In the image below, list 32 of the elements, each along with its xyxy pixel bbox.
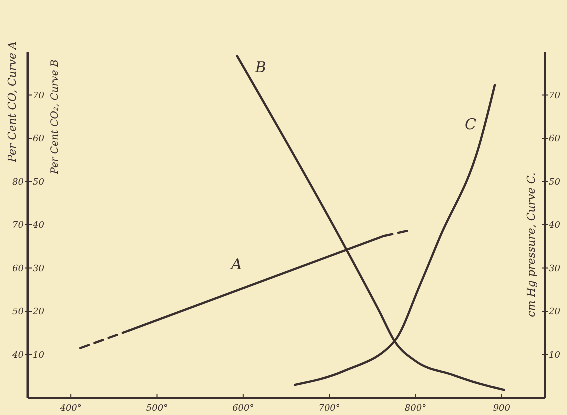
y-axis-title: Per Cent CO₂, Curve B [50, 60, 61, 176]
y2-tick-label: 50 [549, 178, 561, 188]
y2-axis-title: cm Hg pressure, Curve C. [525, 172, 538, 318]
line-series [294, 84, 496, 386]
y-tick-label: 40 [32, 221, 45, 231]
series-label: B [254, 58, 266, 76]
y3-tick-label: 70 [12, 221, 24, 231]
y3-axis-title: Per Cent CO, Curve A [6, 42, 19, 164]
x-tick-label: 500° [146, 404, 168, 414]
y2-tick-label: 20 [548, 308, 561, 318]
x-tick-label: 900 [493, 404, 511, 414]
y-tick-label: 60 [33, 134, 45, 144]
y-tick-label: 10 [33, 350, 45, 361]
y3-tick-label: 40 [12, 350, 24, 361]
x-tick-label: 700° [318, 404, 340, 414]
x-tick-label: 400° [59, 404, 82, 414]
y3-tick-label: 50 [12, 308, 24, 318]
y3-tick-label: 60 [12, 264, 24, 274]
y2-tick-label: 70 [549, 91, 561, 102]
y-tick-label: 70 [33, 91, 45, 102]
x-tick-label: 600° [232, 404, 254, 414]
y2-tick-label: 60 [549, 134, 561, 144]
y-tick-label: 20 [32, 308, 45, 318]
y2-tick-label: 30 [549, 264, 561, 274]
series-label: C [465, 115, 478, 134]
y2-tick-label: 40 [548, 221, 561, 231]
y3-tick-label: 80 [12, 178, 24, 188]
y2-tick-label: 10 [549, 350, 561, 361]
x-tick-label: 800° [404, 404, 427, 414]
y-tick-label: 50 [33, 178, 45, 188]
series-label: A [229, 256, 242, 274]
y-tick-label: 30 [33, 264, 45, 274]
